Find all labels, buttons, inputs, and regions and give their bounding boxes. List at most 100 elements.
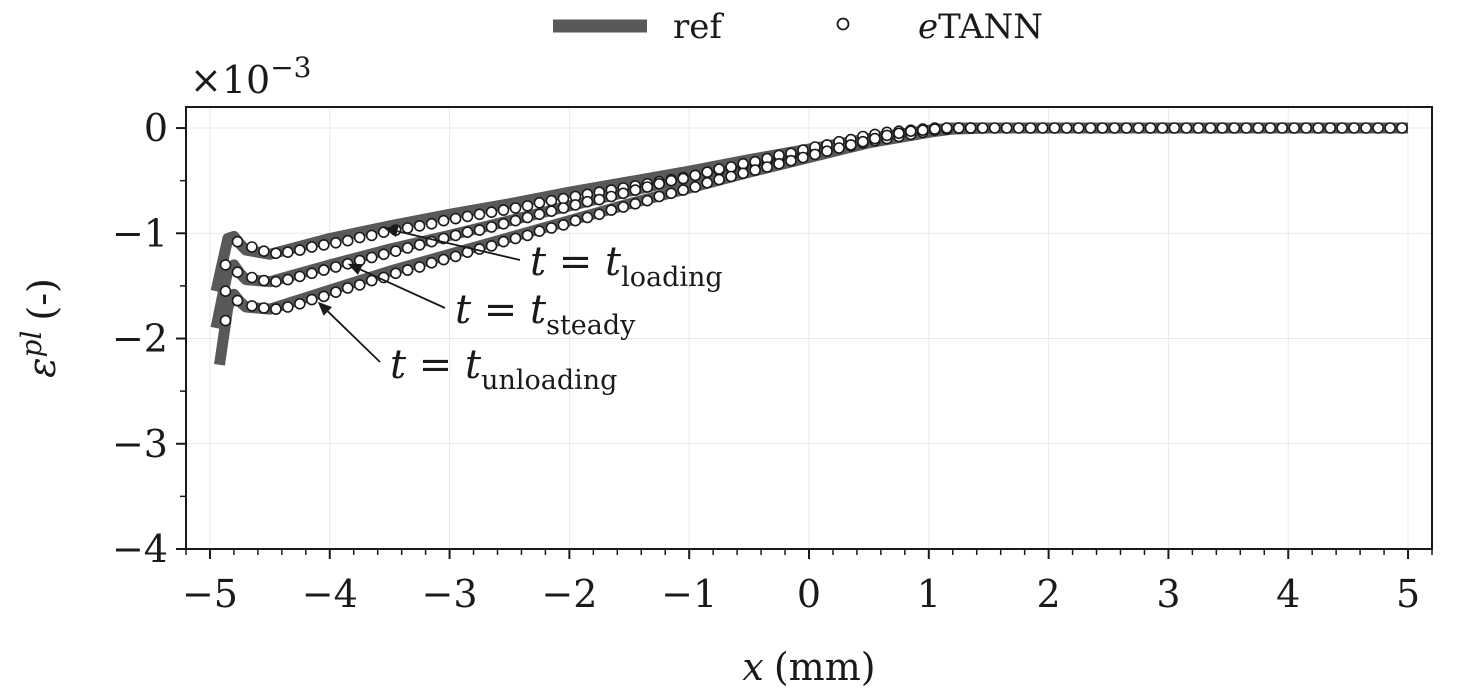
etann-point-loading [341, 234, 354, 247]
etann-point-steady [605, 190, 618, 203]
etann-point-unloading [329, 286, 342, 299]
etann-point-loading [497, 204, 510, 216]
etann-point-unloading [749, 164, 761, 176]
etann-point-unloading [821, 145, 833, 157]
etann-point-unloading [317, 290, 330, 303]
etann-point-unloading [293, 297, 306, 310]
etann-point-steady [713, 163, 725, 175]
etann-point-steady [497, 218, 510, 230]
etann-point-loading [219, 259, 232, 271]
etann-point-unloading [677, 184, 690, 196]
etann-point-unloading [509, 232, 522, 245]
etann-point-steady [473, 224, 486, 236]
etann-point-unloading [857, 135, 869, 148]
etann-point-steady [219, 285, 232, 298]
etann-point-loading [557, 192, 570, 205]
etann-point-unloading [497, 235, 510, 248]
etann-point-loading [1300, 122, 1312, 134]
etann-point-steady [629, 184, 642, 196]
etann-point-steady [521, 211, 534, 224]
etann-point-unloading [389, 267, 402, 280]
annotation-arrowhead-loading [383, 225, 399, 238]
etann-point-loading [401, 222, 414, 234]
x-tick-label: 4 [1276, 572, 1300, 616]
etann-point-unloading [940, 122, 953, 134]
etann-point-unloading [270, 303, 282, 315]
etann-point-loading [449, 212, 462, 225]
etann-point-steady [281, 273, 294, 286]
etann-point-unloading [701, 177, 714, 189]
etann-point-steady [677, 172, 690, 185]
etann-point-loading [1240, 122, 1253, 134]
etann-point-loading [1228, 122, 1241, 134]
etann-point-unloading [964, 122, 977, 134]
annotation-arrow-unloading [327, 310, 381, 363]
etann-point-unloading [246, 300, 258, 312]
etann-point-unloading [665, 187, 678, 200]
etann-point-loading [365, 229, 378, 242]
etann-point-loading [1264, 122, 1277, 134]
etann-point-loading [1276, 122, 1288, 134]
etann-point-loading [461, 210, 474, 223]
annotation-arrow-steady [360, 268, 446, 309]
etann-point-steady [293, 270, 306, 283]
etann-point-unloading [545, 222, 558, 234]
etann-point-loading [1168, 122, 1181, 134]
etann-point-loading [1312, 122, 1324, 134]
etann-point-loading [1336, 122, 1348, 134]
etann-point-loading [1012, 122, 1025, 134]
etann-point-unloading [617, 201, 630, 213]
legend: ref eTANN [553, 7, 1043, 47]
x-tick-label: 1 [917, 572, 941, 616]
annotation-arrowhead-unloading [317, 301, 333, 316]
etann-point-unloading [258, 302, 270, 314]
etann-point-loading [509, 202, 522, 214]
etann-point-unloading [557, 219, 570, 231]
etann-point-steady [329, 261, 342, 273]
etann-point-unloading [401, 264, 414, 276]
etann-point-loading [473, 208, 486, 221]
etann-point-unloading [425, 256, 438, 269]
etann-point-steady [665, 174, 678, 187]
etann-point-unloading [437, 253, 450, 266]
etann-point-steady [413, 239, 426, 251]
etann-point-unloading [773, 158, 785, 170]
etann-point-unloading [219, 314, 232, 327]
etann-point-loading [1048, 122, 1061, 134]
etann-point-loading [1120, 122, 1133, 134]
etann-point-loading [1108, 122, 1121, 134]
etann-point-steady [593, 193, 606, 206]
y-tick-label: −4 [112, 527, 168, 571]
etann-point-loading [1096, 122, 1109, 134]
etann-point-unloading [928, 123, 941, 135]
etann-point-loading [1192, 122, 1205, 134]
etann-point-unloading [809, 148, 821, 161]
x-tick-label: −4 [302, 572, 358, 616]
etann-point-loading [1132, 122, 1145, 134]
etann-point-unloading [952, 122, 965, 134]
etann-point-steady [689, 169, 702, 182]
etann-point-unloading [305, 293, 318, 306]
etann-point-loading [1396, 122, 1408, 134]
legend-ref-label: ref [673, 7, 724, 47]
etann-point-loading [353, 231, 366, 244]
etann-point-loading [1024, 122, 1037, 134]
etann-point-unloading [581, 211, 594, 224]
etann-point-steady [581, 195, 594, 208]
etann-point-steady [725, 161, 737, 173]
etann-point-loading [270, 247, 282, 260]
etann-point-unloading [231, 294, 244, 307]
annotation-arrowhead-steady [347, 263, 363, 276]
etann-point-loading [1324, 122, 1336, 134]
etann-point-unloading [569, 214, 582, 227]
x-tick-label: −5 [182, 572, 238, 616]
etann-point-loading [1180, 122, 1193, 134]
x-axis-ticks: −5 −4 −3 −2 −1 0 1 2 3 4 5 [182, 549, 1433, 616]
x-tick-label: 2 [1037, 572, 1061, 616]
etann-point-unloading [653, 190, 666, 203]
etann-point-loading [1360, 122, 1372, 134]
etann-point-unloading [845, 139, 857, 151]
annotation-label-unloading: t = tunloading [390, 342, 617, 396]
etann-point-unloading [689, 181, 702, 193]
